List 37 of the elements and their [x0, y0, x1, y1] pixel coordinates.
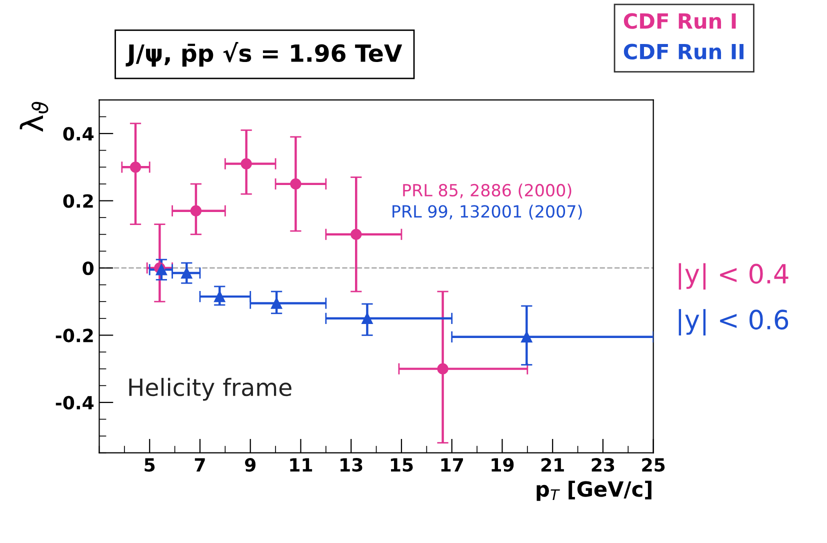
- y-tick-label: -0.2: [56, 328, 93, 342]
- x-tick-label: 25: [642, 458, 665, 472]
- x-tick-label: 11: [290, 458, 312, 472]
- x-axis-title: p$_{T}$ [GeV/c]: [536, 480, 652, 501]
- point: [362, 312, 373, 324]
- point: [437, 363, 448, 374]
- point: [214, 291, 226, 302]
- annotation: Helicity frame: [129, 378, 292, 401]
- point: [290, 178, 302, 190]
- y-tick-label: 0: [82, 261, 94, 276]
- point: [350, 228, 362, 240]
- y-tick-label: -0.4: [56, 396, 94, 410]
- x-tick-label: 19: [492, 458, 514, 472]
- x-tick-label: 13: [340, 458, 362, 472]
- y-axis-title: λ$_{ϑ}$: [20, 102, 48, 132]
- point: [190, 205, 202, 216]
- annotation: PRL 99, 132001 (2007): [392, 204, 582, 220]
- y-tick-label: 0.2: [63, 194, 93, 208]
- x-tick-label: 15: [390, 458, 413, 472]
- point: [130, 162, 142, 173]
- x-tick-label: 17: [441, 458, 463, 472]
- text: CDF Run II: [624, 44, 744, 60]
- x-tick-label: 7: [194, 458, 205, 472]
- x-tick-label: 9: [245, 458, 256, 472]
- x-tick-label: 23: [592, 458, 614, 472]
- x-tick-label: 5: [144, 458, 155, 472]
- text: |y| < 0.4: [678, 263, 788, 290]
- point: [240, 158, 252, 170]
- point: [270, 298, 282, 309]
- y-tick-label: 0.4: [63, 126, 94, 141]
- point: [521, 331, 532, 342]
- text: |y| < 0.6: [678, 309, 788, 336]
- x-tick-label: 21: [541, 458, 564, 472]
- text: CDF Run I: [624, 13, 736, 29]
- point: [181, 267, 192, 279]
- chart-title: J/ψ, p̄p √s = 1.96 TeV: [126, 42, 402, 67]
- annotation: PRL 85, 2886 (2000): [403, 184, 572, 198]
